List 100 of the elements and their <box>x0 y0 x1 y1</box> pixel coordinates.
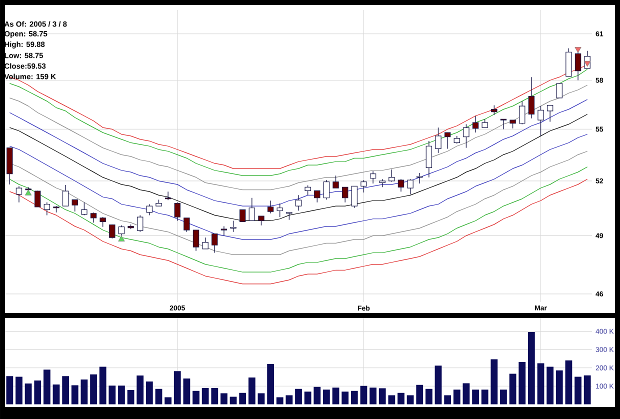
bar <box>192 390 200 404</box>
bar <box>323 390 330 404</box>
candlestick <box>519 100 526 125</box>
candlestick <box>44 202 50 216</box>
candlestick <box>556 83 562 98</box>
candlestick <box>248 198 256 222</box>
candlestick <box>100 216 106 228</box>
candlestick <box>388 169 395 182</box>
candlestick <box>342 186 348 203</box>
bar <box>286 395 293 404</box>
point <box>584 60 591 67</box>
candlestick <box>164 191 172 200</box>
bar <box>80 380 88 404</box>
bar <box>425 388 432 404</box>
bar <box>16 376 22 404</box>
bar <box>183 378 190 404</box>
bar <box>258 393 265 404</box>
bar <box>472 390 479 404</box>
bar <box>314 386 321 404</box>
bar <box>24 384 32 404</box>
candlestick <box>184 218 190 232</box>
bar <box>528 332 535 404</box>
candlestick <box>220 226 228 236</box>
point <box>118 236 125 242</box>
candlestick <box>407 178 414 195</box>
candlestick <box>472 116 479 133</box>
candlestick <box>212 233 218 254</box>
bar <box>127 390 134 404</box>
bar <box>565 360 572 404</box>
bar <box>248 378 256 404</box>
bar <box>444 395 452 404</box>
candlestick <box>258 216 264 226</box>
candlestick <box>174 202 180 222</box>
candlestick <box>398 178 404 192</box>
candlestick <box>304 185 311 196</box>
bar <box>146 382 153 404</box>
candlestick <box>528 76 535 119</box>
bar <box>239 392 246 404</box>
point <box>574 47 582 53</box>
bar <box>434 366 442 404</box>
candlestick <box>16 186 22 203</box>
candlestick <box>276 202 283 218</box>
bar <box>509 374 516 404</box>
bar <box>34 380 42 404</box>
bar <box>6 376 14 404</box>
candlestick <box>463 124 470 148</box>
bar <box>416 384 424 404</box>
bar <box>462 383 470 404</box>
bar <box>406 395 414 404</box>
bar <box>360 386 368 404</box>
bar <box>490 359 498 404</box>
bar <box>230 396 237 404</box>
candlestick <box>240 209 246 222</box>
candlestick <box>202 237 208 250</box>
candlestick <box>370 170 376 184</box>
candlestick <box>444 132 451 150</box>
candlestick <box>500 118 507 130</box>
bar <box>118 386 125 404</box>
bar <box>220 393 228 404</box>
bar <box>398 392 404 404</box>
candlestick <box>323 180 330 200</box>
bar <box>99 366 106 404</box>
bar <box>43 370 50 404</box>
candlestick <box>435 127 442 154</box>
point <box>24 190 32 196</box>
candlestick <box>81 202 88 216</box>
bar <box>174 371 181 404</box>
candlestick <box>109 224 116 239</box>
bar <box>52 384 60 404</box>
candlestick <box>351 186 358 208</box>
candlestick <box>230 220 236 232</box>
bar <box>304 392 312 404</box>
candlestick <box>90 212 97 223</box>
candlestick <box>360 180 367 193</box>
candlestick <box>546 104 554 122</box>
candlestick <box>491 104 498 116</box>
bar <box>537 363 544 404</box>
bar <box>556 370 563 404</box>
bar <box>342 392 349 404</box>
bar <box>546 366 554 404</box>
bar <box>574 376 582 404</box>
candlestick <box>538 106 544 136</box>
bar <box>584 375 591 404</box>
bar <box>108 386 116 404</box>
bar <box>71 385 78 404</box>
bar <box>276 397 284 404</box>
candlestick <box>34 190 41 208</box>
bar <box>90 374 97 404</box>
bar <box>453 390 460 404</box>
bar <box>211 388 218 404</box>
bar <box>155 388 162 404</box>
bar <box>295 388 302 404</box>
bar <box>267 364 274 404</box>
bar <box>164 397 172 404</box>
bar <box>62 376 70 404</box>
bar <box>378 388 386 404</box>
bar <box>332 388 340 404</box>
candlestick <box>137 214 144 232</box>
candlestick <box>72 199 78 212</box>
bar <box>388 395 396 404</box>
